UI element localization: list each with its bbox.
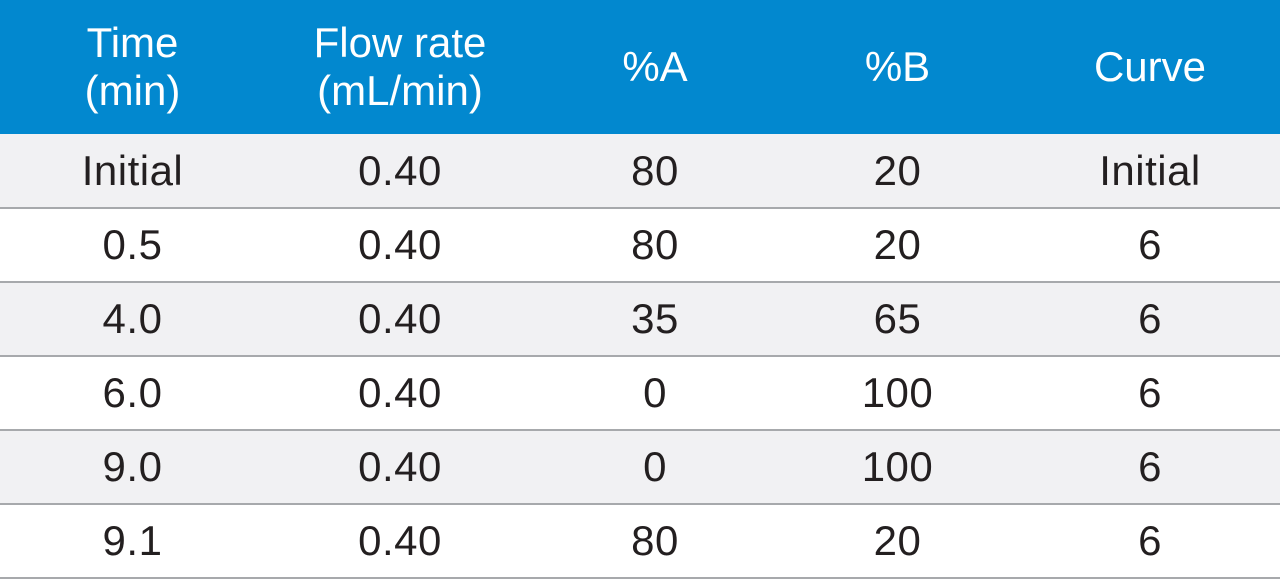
- table-row: 6.0 0.40 0 100 6: [0, 356, 1280, 430]
- cell-flow-rate: 0.40: [358, 146, 442, 194]
- table-header: Time (min) Flow rate (mL/min) %A %B Curv…: [0, 0, 1280, 134]
- header-curve-label: Curve: [1093, 43, 1207, 90]
- cell-percent-a: 35: [631, 295, 679, 342]
- header-time: Time (min): [0, 0, 265, 134]
- cell-time: 9.1: [102, 517, 163, 564]
- cell-percent-b: 20: [873, 146, 922, 194]
- header-curve: Curve: [1020, 0, 1280, 134]
- header-flow-rate-label: Flow rate: [313, 19, 487, 66]
- header-time-label: Time: [86, 19, 179, 66]
- cell-percent-a: 0: [643, 369, 667, 416]
- table-row: 9.0 0.40 0 100 6: [0, 430, 1280, 504]
- cell-curve: 6: [1138, 369, 1162, 416]
- table-row: 4.0 0.40 35 65 6: [0, 282, 1280, 356]
- header-time-unit: (min): [84, 67, 181, 114]
- cell-flow-rate: 0.40: [358, 221, 442, 268]
- header-flow-rate: Flow rate (mL/min): [265, 0, 535, 134]
- cell-percent-a: 80: [631, 221, 679, 268]
- header-percent-b: %B: [775, 0, 1020, 134]
- cell-curve: 6: [1138, 221, 1162, 268]
- header-flow-rate-unit: (mL/min): [317, 67, 483, 114]
- cell-percent-b: 20: [873, 221, 922, 268]
- cell-curve: 6: [1138, 517, 1162, 564]
- cell-time: 9.0: [102, 443, 163, 490]
- cell-percent-b: 100: [861, 369, 934, 416]
- cell-flow-rate: 0.40: [358, 369, 442, 416]
- header-percent-b-label: %B: [864, 43, 931, 90]
- cell-time: 0.5: [102, 221, 163, 268]
- cell-curve: Initial: [1099, 146, 1201, 194]
- cell-flow-rate: 0.40: [358, 443, 442, 490]
- cell-time: 4.0: [102, 295, 163, 342]
- header-row: Time (min) Flow rate (mL/min) %A %B Curv…: [0, 0, 1280, 134]
- cell-flow-rate: 0.40: [358, 295, 442, 342]
- cell-percent-b: 65: [873, 295, 922, 342]
- table-row: 9.1 0.40 80 20 6: [0, 504, 1280, 578]
- cell-time: Initial: [81, 146, 184, 194]
- cell-flow-rate: 0.40: [358, 517, 442, 564]
- cell-percent-a: 80: [631, 146, 679, 194]
- table-body: Initial 0.40 80 20 Initial 0.5 0.40 80 2…: [0, 134, 1280, 578]
- cell-curve: 6: [1138, 443, 1162, 490]
- header-percent-a: %A: [535, 0, 775, 134]
- cell-time: 6.0: [102, 369, 163, 416]
- cell-percent-a: 0: [643, 443, 667, 490]
- cell-percent-b: 20: [873, 517, 922, 564]
- header-percent-a-label: %A: [622, 43, 688, 90]
- table-row: Initial 0.40 80 20 Initial: [0, 134, 1280, 208]
- cell-percent-a: 80: [631, 517, 679, 564]
- cell-curve: 6: [1138, 295, 1162, 342]
- cell-percent-b: 100: [861, 443, 934, 490]
- table-row: 0.5 0.40 80 20 6: [0, 208, 1280, 282]
